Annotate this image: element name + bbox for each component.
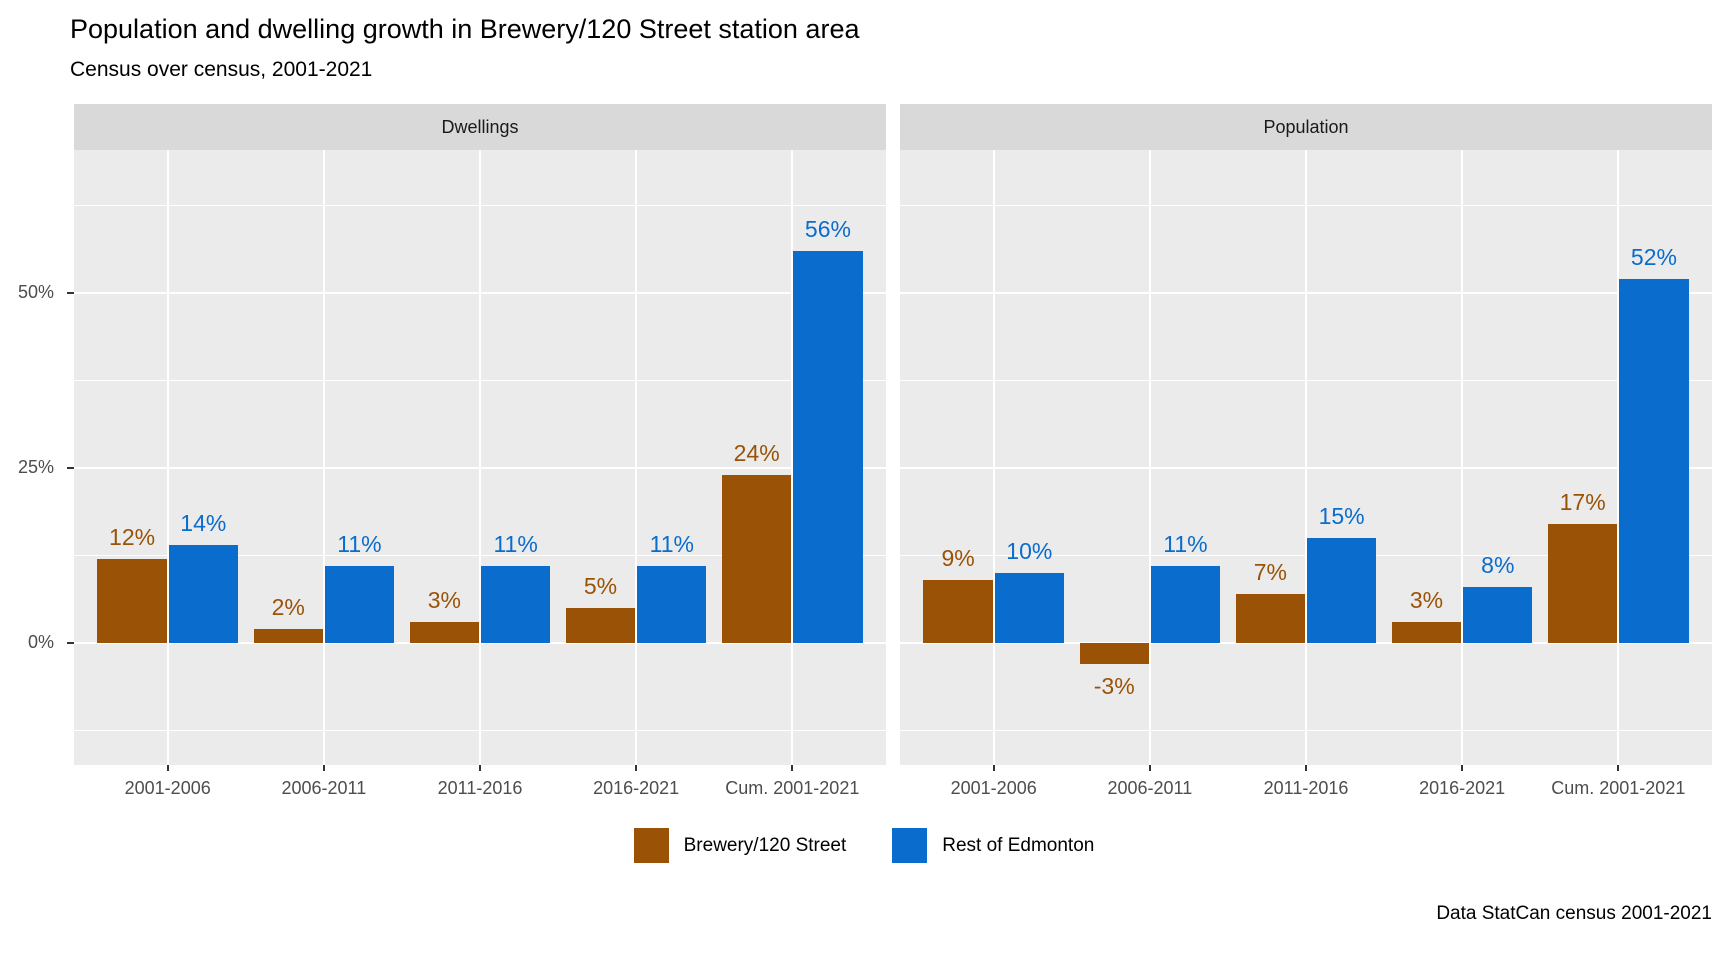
bar-rest-of-edmonton: [994, 573, 1064, 644]
bar-value-label: 11%: [649, 531, 694, 558]
major-gridline-vertical: [1461, 150, 1464, 765]
major-gridline-vertical: [1305, 150, 1307, 765]
x-tick-mark: [1305, 765, 1307, 771]
major-gridline-vertical: [1617, 150, 1620, 765]
bar-value-label: 5%: [583, 573, 618, 600]
facet-strip-dwellings: Dwellings: [74, 104, 886, 150]
legend-swatch-brewery: [633, 828, 669, 863]
bar-value-label: 14%: [180, 510, 227, 537]
x-tick-mark: [479, 765, 481, 771]
y-tick-mark: [67, 467, 74, 469]
bar-value-label: 7%: [1253, 559, 1287, 586]
bar-value-label: 11%: [337, 531, 382, 558]
bar-value-label: 56%: [804, 215, 851, 242]
x-tick-mark: [1461, 765, 1464, 771]
bar-brewery: [409, 622, 479, 644]
x-axis-population: 2001-2006 2006-2011 2011-2016 2016-2021 Cum.…: [900, 765, 1712, 825]
bar-rest-of-edmonton: [481, 566, 551, 644]
bar-value-label: 8%: [1481, 552, 1515, 579]
legend-item-rest-of-edmonton: Rest of Edmonton: [892, 828, 1094, 863]
major-gridline-vertical: [791, 150, 794, 765]
bar-rest-of-edmonton: [168, 545, 238, 644]
x-tick-mark: [1617, 765, 1620, 771]
bar-brewery: [97, 559, 167, 644]
major-gridline-vertical: [992, 150, 995, 765]
bar-value-label: 3%: [1409, 587, 1444, 614]
facet-strip-label: Population: [1263, 116, 1349, 137]
x-tick-label: Cum. 2001-2021: [1551, 778, 1686, 798]
bar-rest-of-edmonton: [793, 250, 863, 644]
facet-panel-dwellings: 12% 2% 3% 5% 24% 14% 11% 11% 11% 56%: [74, 150, 886, 765]
bar-rest-of-edmonton: [1463, 587, 1533, 644]
caption: Data StatCan census 2001-2021: [1436, 903, 1712, 924]
bar-brewery: [565, 608, 636, 644]
bar-brewery: [1079, 643, 1149, 665]
x-tick-mark: [1148, 765, 1151, 771]
x-tick-label: 2001-2006: [950, 778, 1037, 798]
bar-rest-of-edmonton: [637, 566, 707, 644]
x-tick-mark: [166, 765, 169, 771]
x-tick-label: 2011-2016: [437, 778, 523, 798]
bar-brewery: [1391, 622, 1462, 644]
legend-swatch-rest-of-edmonton: [892, 828, 928, 863]
bar-value-label: 15%: [1318, 503, 1365, 530]
major-gridline-vertical: [635, 150, 638, 765]
bar-value-label: 52%: [1630, 243, 1677, 270]
bar-value-label: 24%: [733, 440, 780, 466]
bar-value-label: 2%: [271, 594, 305, 621]
bar-brewery: [923, 580, 993, 644]
bar-rest-of-edmonton: [1307, 538, 1377, 644]
bar-value-label: 17%: [1559, 489, 1606, 516]
major-gridline-vertical: [1148, 150, 1151, 765]
bar-value-label: 9%: [941, 545, 975, 572]
bar-value-label: -3%: [1093, 673, 1135, 700]
y-axis: 0% 25% 50%: [0, 150, 74, 765]
bar-rest-of-edmonton: [1619, 278, 1689, 644]
x-tick-label: 2001-2006: [124, 778, 211, 798]
major-gridline-vertical: [322, 150, 325, 765]
major-gridline-vertical: [479, 150, 481, 765]
x-tick-label: 2006-2011: [281, 778, 367, 798]
facet-strip-label: Dwellings: [441, 116, 519, 137]
y-tick-mark: [67, 642, 74, 645]
facet-panel-population: 9% -3% 7% 3% 17% 10% 11% 15% 8% 52%: [900, 150, 1712, 765]
major-gridline-vertical: [166, 150, 169, 765]
bar-value-label: 11%: [493, 531, 538, 558]
bar-rest-of-edmonton: [324, 566, 395, 644]
bar-value-label: 3%: [427, 587, 461, 614]
facet-strip-population: Population: [900, 104, 1712, 150]
x-tick-mark: [322, 765, 325, 771]
x-tick-label: 2016-2021: [1419, 778, 1506, 798]
x-tick-label: Cum. 2001-2021: [725, 778, 860, 798]
y-tick-label: 0%: [27, 632, 54, 653]
legend-item-brewery: Brewery/120 Street: [633, 828, 847, 863]
facet-population: Population 9% -3% 7% 3% 17% 10% 11% 15% 8% 52% 20…: [900, 104, 1712, 825]
bar-rest-of-edmonton: [1150, 566, 1221, 644]
bar-brewery: [253, 629, 323, 644]
x-axis-dwellings: 2001-2006 2006-2011 2011-2016 2016-2021 Cum.…: [74, 765, 886, 825]
chart-subtitle: Census over census, 2001-2021: [70, 58, 373, 81]
x-tick-mark: [992, 765, 995, 771]
bar-brewery: [722, 475, 792, 644]
legend-label-rest-of-edmonton: Rest of Edmonton: [942, 834, 1095, 856]
chart-title: Population and dwelling growth in Brewer…: [70, 14, 860, 44]
x-tick-label: 2011-2016: [1263, 778, 1349, 798]
y-tick-label: 25%: [17, 457, 54, 477]
bar-value-label: 11%: [1163, 531, 1208, 558]
bar-value-label: 12%: [109, 524, 156, 551]
x-tick-mark: [791, 765, 794, 771]
facet-dwellings: Dwellings 12% 2% 3% 5% 24% 14% 11% 11% 11% 56% 20…: [74, 104, 886, 825]
y-tick-mark: [67, 291, 74, 294]
legend: Brewery/120 Street Rest of Edmonton: [0, 828, 1728, 863]
y-tick-label: 50%: [17, 281, 54, 302]
x-tick-label: 2016-2021: [593, 778, 680, 798]
bar-brewery: [1548, 524, 1618, 644]
bar-brewery: [1235, 594, 1305, 644]
legend-label-brewery: Brewery/120 Street: [683, 834, 847, 856]
x-tick-mark: [635, 765, 638, 771]
x-tick-label: 2006-2011: [1107, 778, 1193, 798]
bar-value-label: 10%: [1006, 538, 1053, 565]
